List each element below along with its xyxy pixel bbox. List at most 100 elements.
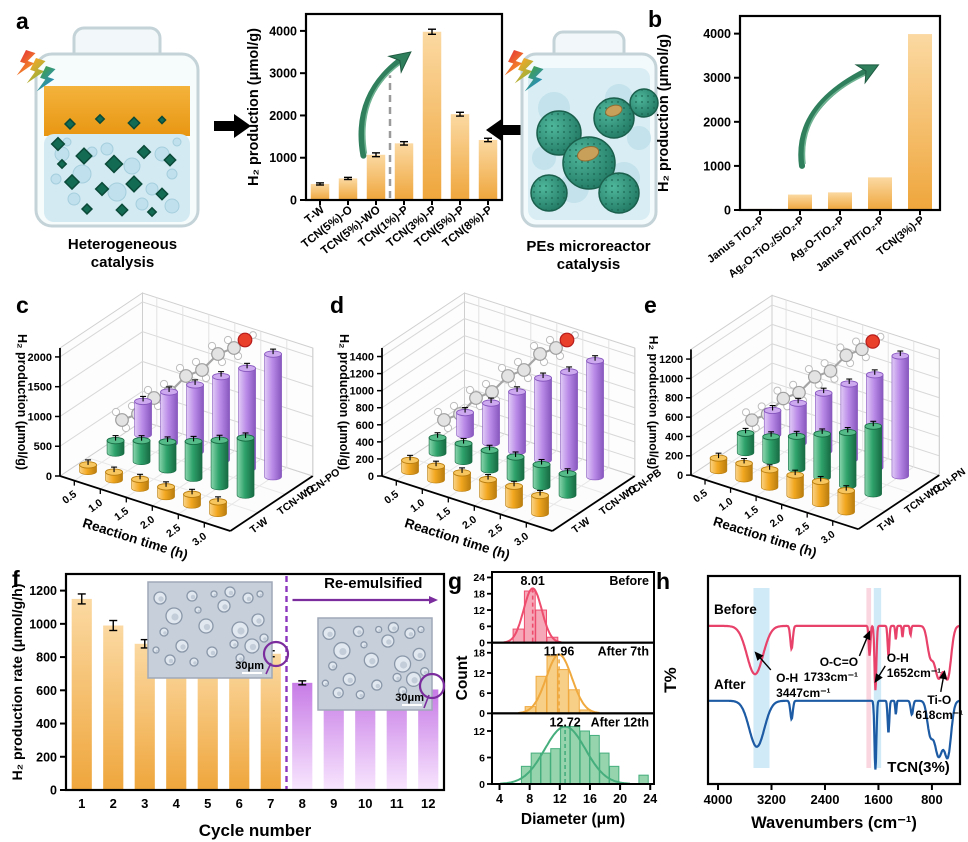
svg-text:3000: 3000: [703, 71, 731, 85]
svg-text:3: 3: [141, 796, 148, 811]
svg-text:1000: 1000: [350, 386, 374, 398]
svg-text:Cycle number: Cycle number: [199, 821, 312, 840]
lightning-bolt-icon: [524, 66, 544, 92]
svg-text:12: 12: [473, 668, 485, 680]
svg-text:O-C=O: O-C=O: [820, 655, 858, 669]
svg-text:600: 600: [36, 684, 57, 698]
svg-text:3.0: 3.0: [512, 530, 531, 548]
svg-text:O-H: O-H: [887, 651, 909, 665]
svg-text:1200: 1200: [350, 369, 374, 381]
svg-text:2000: 2000: [703, 115, 731, 129]
svg-text:1.5: 1.5: [434, 505, 453, 523]
svg-text:0: 0: [290, 194, 297, 208]
svg-text:1000: 1000: [29, 617, 57, 631]
bubble-icon: [154, 146, 170, 162]
catalyst-particle-icon: [50, 136, 66, 152]
svg-text:Reaction time (h): Reaction time (h): [81, 515, 190, 562]
catalyst-particle-icon: [127, 116, 141, 130]
chart-a-svg: 01000200030004000T-WTCN(5%)-OTCN(5%)-WOT…: [246, 12, 504, 257]
svg-text:12: 12: [553, 792, 567, 806]
arrow-right-icon: [214, 114, 251, 138]
bubble-icon: [100, 142, 114, 156]
lightning-bolt-icon: [36, 66, 56, 92]
svg-text:18: 18: [473, 648, 485, 660]
panel-b-label: b: [648, 6, 663, 32]
svg-text:H₂ production (μmol/g): H₂ production (μmol/g): [15, 334, 29, 470]
catalyst-particle-icon: [94, 113, 106, 125]
svg-text:0.5: 0.5: [60, 488, 79, 506]
svg-text:Before: Before: [714, 602, 757, 617]
bubble-icon: [172, 137, 182, 147]
svg-text:0: 0: [50, 784, 57, 798]
svg-text:30μm: 30μm: [395, 692, 424, 704]
svg-text:Janus Pt/TiO₂-P: Janus Pt/TiO₂-P: [814, 214, 887, 275]
svg-text:H₂ production (μmol/g): H₂ production (μmol/g): [246, 28, 262, 186]
svg-text:6: 6: [479, 688, 485, 700]
svg-text:2000: 2000: [28, 352, 52, 364]
catalyst-particle-icon: [115, 203, 129, 217]
svg-text:1500: 1500: [28, 382, 52, 394]
svg-text:500: 500: [34, 441, 52, 453]
bubble-icon: [107, 182, 127, 202]
catalyst-particle-icon: [94, 181, 110, 197]
svg-text:618cm⁻¹: 618cm⁻¹: [915, 708, 963, 722]
catalyst-particle-icon: [155, 187, 169, 201]
svg-text:T-W: T-W: [248, 515, 271, 536]
svg-text:2000: 2000: [269, 109, 297, 123]
chart-c-svg: 0 500 1000 1500 2000 0.5 1.0 1.5 2.0 2.5 3.0Reacti…: [15, 292, 342, 563]
svg-text:800: 800: [921, 792, 943, 807]
right-jar-caption-line2: catalysis: [556, 255, 621, 273]
heterogeneous-jar-illustration: [16, 26, 200, 228]
svg-text:3200: 3200: [757, 792, 786, 807]
svg-text:0: 0: [479, 637, 485, 649]
svg-text:H₂ production (μmol/g): H₂ production (μmol/g): [656, 34, 672, 192]
bubble-icon: [67, 192, 81, 206]
svg-text:6: 6: [479, 752, 485, 764]
lightning-bolt-icon: [514, 58, 534, 84]
svg-text:200: 200: [36, 750, 57, 764]
svg-text:0: 0: [479, 779, 485, 791]
svg-text:800: 800: [356, 403, 374, 415]
svg-text:0: 0: [724, 204, 731, 218]
svg-text:H₂ production (μmol/g): H₂ production (μmol/g): [337, 334, 351, 470]
svg-text:Wavenumbers (cm⁻¹): Wavenumbers (cm⁻¹): [751, 814, 917, 832]
svg-text:6: 6: [479, 621, 485, 633]
svg-text:12.72: 12.72: [549, 715, 580, 729]
bubble-icon: [135, 197, 149, 211]
svg-text:1652cm⁻¹: 1652cm⁻¹: [887, 666, 941, 680]
panel-h-label: h: [656, 568, 671, 594]
histogram-1: 11.96 After 7th: [518, 645, 649, 714]
svg-text:T-W: T-W: [570, 515, 593, 536]
svg-text:Before: Before: [609, 574, 649, 588]
svg-text:7: 7: [267, 796, 274, 811]
svg-text:400: 400: [356, 437, 374, 449]
svg-text:Reaction time (h): Reaction time (h): [712, 514, 819, 561]
svg-text:1.0: 1.0: [86, 497, 105, 515]
left-jar-caption-line2: catalysis: [90, 253, 155, 271]
svg-text:400: 400: [36, 717, 57, 731]
svg-text:600: 600: [356, 420, 374, 432]
svg-text:11.96: 11.96: [544, 645, 575, 659]
right-jar-caption-line1: PEs microreactor: [526, 238, 651, 255]
svg-text:1000: 1000: [28, 411, 52, 423]
svg-text:Reaction time (h): Reaction time (h): [403, 515, 512, 562]
microscope-inset: 30μm: [147, 581, 273, 679]
chart-e-svg: 0 200 400 600 800 1000 1200 0.5 1.0 1.5 2.0 2.5 3.0R…: [647, 294, 968, 561]
svg-text:800: 800: [665, 393, 683, 405]
svg-text:8: 8: [526, 792, 533, 806]
bars: [310, 31, 498, 200]
chart-d-svg: 0 200 400 600 800 1000 1200 1400 0.5 1.0 1.5 2.0 2.5…: [337, 292, 664, 563]
svg-text:12: 12: [421, 796, 435, 811]
bubble-icon: [123, 157, 141, 175]
svg-text:4: 4: [496, 792, 503, 806]
svg-text:1200: 1200: [29, 584, 57, 598]
svg-text:1.0: 1.0: [408, 497, 427, 515]
panel-c-label: c: [16, 292, 29, 318]
svg-text:2400: 2400: [811, 792, 840, 807]
svg-text:30μm: 30μm: [235, 660, 264, 672]
svg-text:11: 11: [390, 796, 404, 811]
lightning-bolt-icon: [504, 50, 524, 76]
svg-text:200: 200: [356, 454, 374, 466]
